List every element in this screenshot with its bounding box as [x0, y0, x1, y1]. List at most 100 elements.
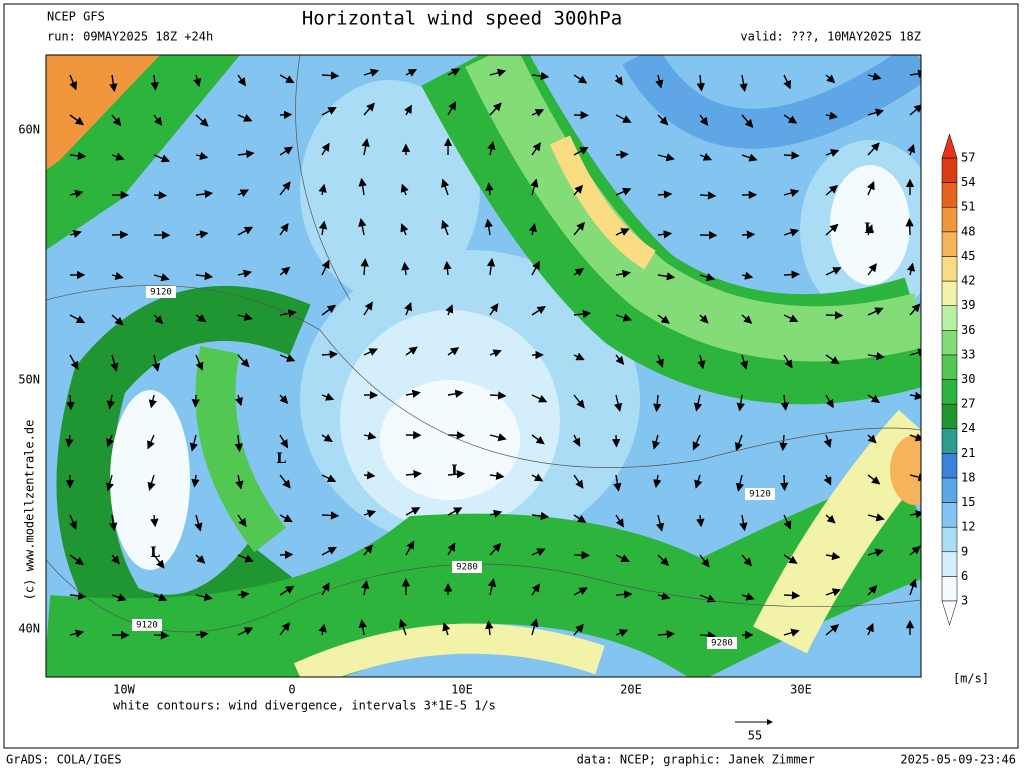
wind-arrow	[445, 304, 454, 316]
wind-arrow	[361, 580, 370, 596]
wind-arrow	[447, 470, 466, 479]
wind-arrow	[69, 514, 77, 530]
wind-arrow	[867, 394, 881, 403]
wind-arrow	[363, 509, 377, 518]
wind-arrow	[358, 218, 367, 236]
wind-arrow	[193, 74, 202, 88]
valid: valid: ???, 10MAY2025 18Z	[740, 30, 921, 44]
colorbar-label: 3	[961, 594, 968, 608]
wind-arrow	[866, 623, 874, 636]
wind-arrow	[573, 474, 584, 489]
colorbar-box	[941, 157, 958, 183]
wind-arrow	[153, 273, 170, 282]
colorbar-box	[941, 256, 958, 282]
wind-arrow	[111, 593, 127, 602]
wind-arrow	[110, 354, 119, 372]
wind-arrow	[531, 473, 544, 482]
wind-arrow	[699, 191, 717, 200]
wind-arrow	[153, 191, 168, 200]
wind-arrow	[489, 509, 503, 518]
colorbar-label: 39	[961, 298, 975, 312]
wind-arrow	[825, 223, 839, 236]
wind-arrow	[906, 262, 916, 276]
wind-arrow	[696, 514, 705, 528]
colorbar-label: 36	[961, 323, 975, 337]
wind-arrow	[279, 181, 291, 196]
wind-arrow	[447, 347, 460, 356]
colorbar-label: 24	[961, 421, 975, 435]
wind-arrow	[237, 114, 253, 122]
colorbar-box	[941, 354, 958, 380]
wind-arrow	[109, 74, 118, 93]
wind-arrow	[279, 394, 289, 405]
lat-label: 40N	[18, 622, 40, 636]
colorbar-label: 15	[961, 495, 975, 509]
wind-arrow	[321, 107, 337, 116]
wind-arrow	[279, 474, 291, 489]
wind-arrow	[783, 354, 793, 369]
colorbar-label: 57	[961, 151, 975, 165]
contour-label: 9120	[136, 621, 158, 631]
wind-arrow	[405, 346, 418, 356]
wind-arrow	[237, 189, 249, 198]
wind-arrow	[905, 217, 914, 236]
wind-arrow	[740, 354, 749, 370]
wind-arrow	[106, 434, 115, 448]
wind-arrow	[489, 391, 507, 400]
wind-arrow	[783, 228, 800, 237]
wind-arrow	[360, 258, 369, 276]
wind-arrow	[825, 624, 840, 636]
wind-arrow	[191, 394, 200, 408]
wind-arrow	[405, 470, 422, 479]
wind-arrow	[111, 271, 124, 280]
wind-arrow	[865, 224, 874, 236]
wind-arrow	[615, 187, 632, 196]
wind-arrow	[279, 550, 294, 559]
wind-arrow	[572, 434, 581, 447]
wind-arrow	[447, 389, 464, 398]
wind-arrow	[111, 114, 122, 127]
wind-arrow	[909, 303, 921, 316]
wind-arrow	[615, 269, 631, 278]
wind-arrow	[867, 351, 885, 361]
colorbar-box	[941, 453, 958, 479]
wind-arrow	[489, 543, 502, 556]
colorbar-box	[941, 206, 958, 233]
wind-arrow	[780, 394, 790, 411]
wind-arrow	[235, 474, 244, 490]
wind-arrow	[867, 474, 881, 485]
wind-arrow	[615, 590, 633, 599]
wind-arrow	[697, 354, 706, 370]
colorbar-box	[941, 551, 958, 577]
wind-arrow	[321, 433, 333, 443]
contour-label-box	[707, 637, 737, 649]
wind-arrow	[573, 514, 587, 523]
wind-arrow	[65, 434, 74, 448]
wind-arrow	[825, 311, 844, 320]
wind-arrow	[318, 220, 328, 236]
wind-arrow	[405, 389, 421, 398]
wind-arrow	[573, 623, 584, 636]
wind-arrow	[573, 267, 585, 277]
note: white contours: wind divergence, interva…	[113, 699, 496, 713]
wind-arrow	[195, 151, 209, 161]
wind-arrow	[573, 74, 588, 84]
wind-arrow	[825, 354, 840, 365]
wind-arrow	[867, 548, 884, 557]
wind-arrow	[405, 507, 421, 516]
wind-arrow	[699, 152, 713, 161]
colorbar-box	[941, 330, 958, 356]
wind-arrow	[69, 114, 85, 126]
wind-arrow	[739, 514, 748, 532]
wind-arrow	[279, 266, 291, 276]
wind-arrow	[699, 273, 716, 282]
wind-arrow	[528, 223, 537, 236]
wind-arrow	[909, 545, 921, 556]
colorbar-box	[941, 428, 958, 454]
low-marker: L	[451, 463, 461, 479]
wind-arrow	[153, 314, 164, 325]
wind-arrow	[614, 394, 623, 412]
wind-arrow	[150, 74, 159, 91]
wind-arrow	[907, 143, 916, 156]
